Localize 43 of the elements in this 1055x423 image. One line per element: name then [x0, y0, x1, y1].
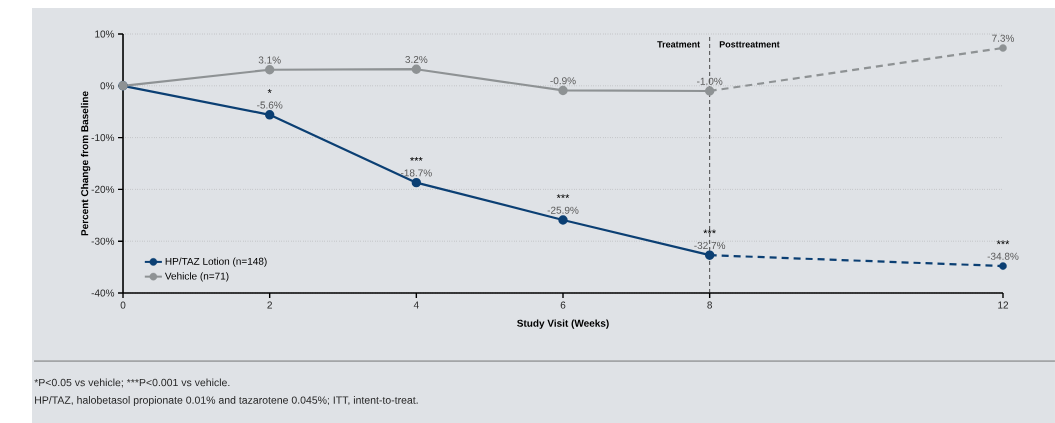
data-label: 3.1%: [258, 56, 281, 64]
data-label: -1.0%: [697, 77, 723, 85]
x-tick-label: 0: [120, 301, 126, 309]
x-tick-label: 12: [998, 301, 1009, 309]
y-tick-label: 0%: [100, 82, 115, 90]
point: [264, 110, 275, 120]
data-label: -5.6%: [257, 101, 283, 109]
annotation: ***: [410, 156, 423, 161]
point: [704, 250, 715, 260]
y-axis-title: Percent Change from Baseline: [80, 91, 91, 236]
point: [558, 215, 568, 225]
x-tick-label: 6: [560, 301, 566, 309]
data-label: 7.3%: [992, 34, 1015, 42]
y-tick-label: -40%: [91, 289, 115, 297]
annotation: ***: [703, 229, 716, 234]
data-label: 3.2%: [405, 55, 428, 64]
annotation: Treatment: [657, 41, 701, 48]
x-tick-label: 8: [707, 301, 713, 309]
annotation: Posttreatment: [719, 41, 780, 48]
text: *P<0.05 vs vehicle; ***P<0.001 vs vehicle.: [34, 378, 230, 388]
text: HP/TAZ, halobetasol propionate 0.01% and tazarotene 0.045%; ITT, intent-to-treat.: [35, 396, 418, 406]
point: [411, 177, 422, 188]
point: [704, 86, 715, 96]
legend-label: HP/TAZ Lotion (n=148): [165, 257, 267, 267]
y-tick-label: 10%: [95, 30, 115, 38]
y-tick-label: -10%: [91, 134, 115, 142]
x-tick-label: 4: [413, 301, 419, 309]
data-label: -32.7%: [694, 241, 726, 249]
point: [558, 85, 568, 96]
point: [264, 65, 275, 75]
y-tick-label: -30%: [91, 237, 115, 245]
data-label: -0.9%: [550, 77, 576, 85]
data-label: -34.8%: [987, 252, 1019, 260]
annotation: ***: [556, 194, 570, 199]
y-tick-label: -20%: [91, 185, 115, 193]
point: [411, 64, 422, 74]
annotation: ***: [996, 240, 1010, 245]
data-label: -18.7%: [400, 169, 432, 177]
legend-label: Vehicle (n=71): [164, 272, 229, 282]
x-axis-title: Study Visit (Weeks): [517, 319, 609, 329]
data-label: -25.9%: [547, 206, 579, 214]
x-tick-label: 2: [267, 301, 272, 309]
annotation: *: [267, 89, 272, 93]
